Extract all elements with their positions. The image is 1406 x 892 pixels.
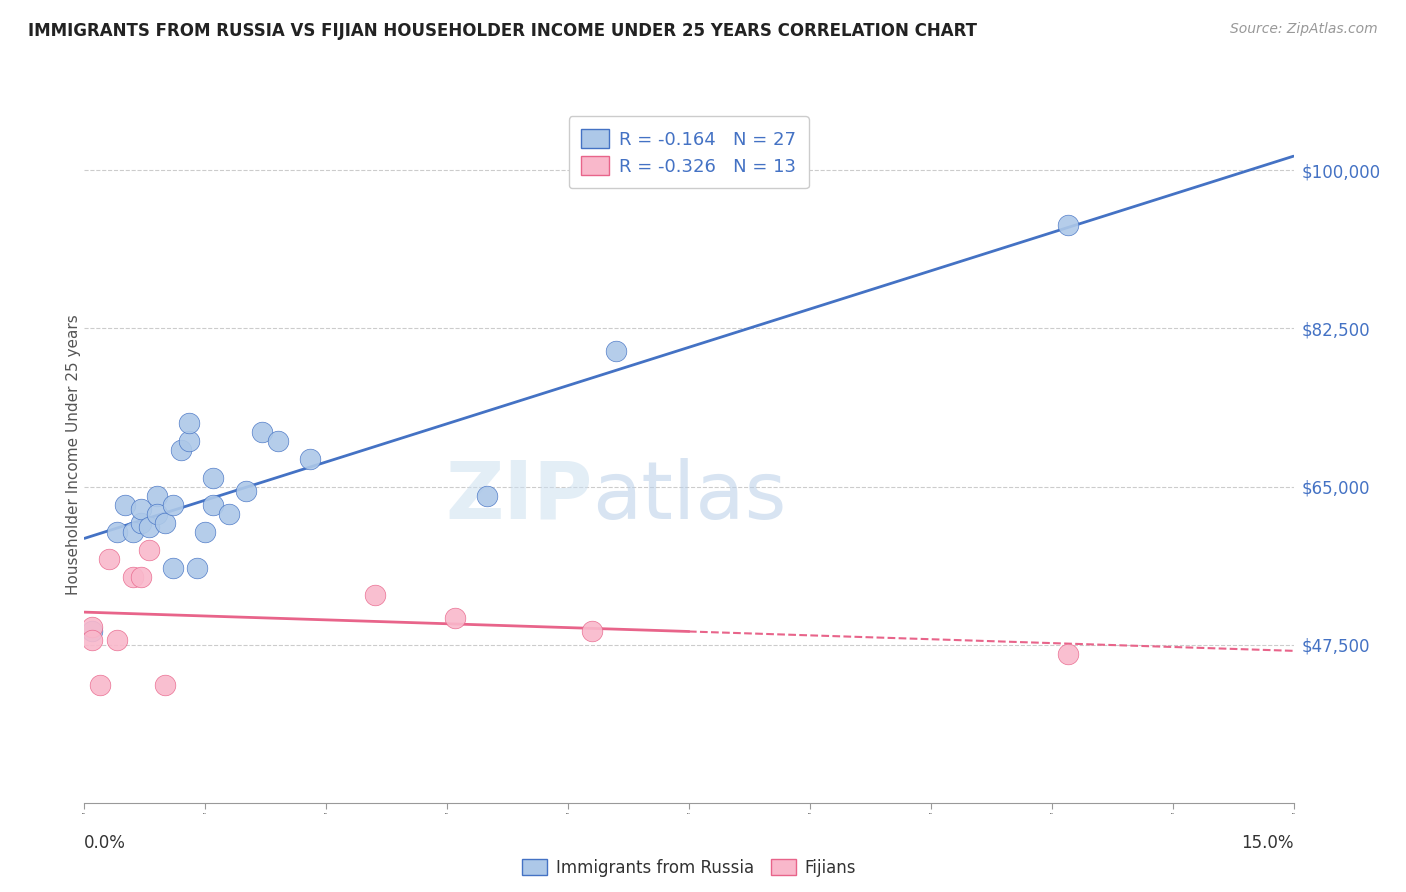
Point — [89, 678, 111, 692]
Legend: Immigrants from Russia, Fijians: Immigrants from Russia, Fijians — [515, 850, 863, 885]
Point — [153, 516, 176, 530]
Point — [186, 561, 208, 575]
Point — [267, 434, 290, 449]
Point — [82, 624, 104, 639]
Point — [138, 542, 160, 557]
Text: 0.0%: 0.0% — [84, 834, 127, 852]
Point — [194, 524, 217, 539]
Text: Source: ZipAtlas.com: Source: ZipAtlas.com — [1230, 22, 1378, 37]
Point — [218, 507, 240, 521]
Point — [581, 624, 603, 639]
Point — [129, 516, 152, 530]
Point — [1056, 218, 1078, 232]
Point — [82, 633, 104, 648]
Point — [121, 524, 143, 539]
Point — [179, 417, 201, 431]
Point — [477, 489, 499, 503]
Y-axis label: Householder Income Under 25 years: Householder Income Under 25 years — [66, 315, 80, 595]
Point — [97, 551, 120, 566]
Point — [202, 498, 225, 512]
Point — [146, 507, 169, 521]
Text: atlas: atlas — [592, 458, 786, 536]
Text: IMMIGRANTS FROM RUSSIA VS FIJIAN HOUSEHOLDER INCOME UNDER 25 YEARS CORRELATION C: IMMIGRANTS FROM RUSSIA VS FIJIAN HOUSEHO… — [28, 22, 977, 40]
Point — [299, 452, 322, 467]
Point — [250, 425, 273, 440]
Point — [105, 633, 128, 648]
Point — [121, 570, 143, 584]
Point — [138, 520, 160, 534]
Point — [82, 619, 104, 633]
Point — [162, 498, 184, 512]
Point — [153, 678, 176, 692]
Point — [129, 570, 152, 584]
Point — [162, 561, 184, 575]
Point — [202, 470, 225, 484]
Point — [235, 484, 257, 499]
Point — [170, 443, 193, 458]
Point — [605, 344, 627, 359]
Point — [444, 610, 467, 624]
Point — [114, 498, 136, 512]
Point — [363, 588, 385, 602]
Text: 15.0%: 15.0% — [1241, 834, 1294, 852]
Text: ZIP: ZIP — [444, 458, 592, 536]
Point — [129, 502, 152, 516]
Point — [146, 489, 169, 503]
Point — [1056, 647, 1078, 661]
Point — [179, 434, 201, 449]
Point — [105, 524, 128, 539]
